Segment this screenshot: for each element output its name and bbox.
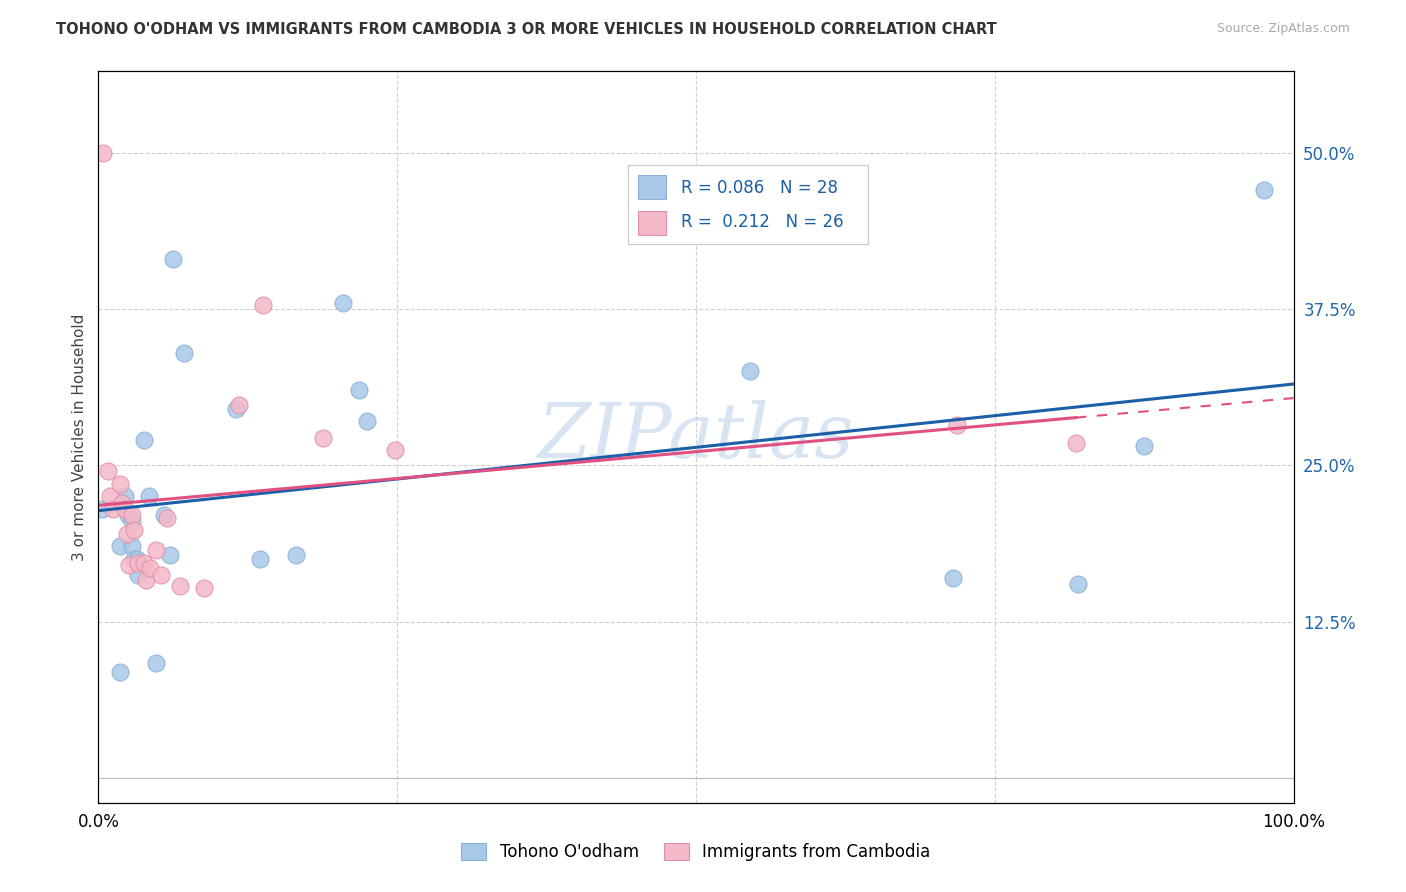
Point xyxy=(139,560,162,574)
Point xyxy=(114,490,136,504)
Point xyxy=(124,552,146,566)
Point xyxy=(127,568,149,582)
Point xyxy=(169,580,191,594)
Point xyxy=(347,383,370,397)
Point xyxy=(1253,183,1275,197)
Point xyxy=(98,490,122,504)
Point xyxy=(127,556,149,570)
Point xyxy=(356,414,378,428)
Text: Source: ZipAtlas.com: Source: ZipAtlas.com xyxy=(1216,22,1350,36)
Point xyxy=(108,665,131,679)
Point xyxy=(225,401,247,416)
Point xyxy=(91,145,114,160)
Point xyxy=(115,527,138,541)
Point xyxy=(108,477,131,491)
Point xyxy=(1064,435,1087,450)
Point xyxy=(145,543,167,558)
Point xyxy=(118,558,141,573)
Point xyxy=(111,496,134,510)
Point xyxy=(135,573,157,587)
Point xyxy=(121,508,143,523)
Point xyxy=(332,295,354,310)
Point xyxy=(193,581,215,595)
Point xyxy=(138,490,160,504)
Point xyxy=(108,540,131,554)
Point xyxy=(121,540,143,554)
Point xyxy=(132,434,155,448)
Point xyxy=(159,548,181,562)
Point xyxy=(145,656,167,670)
Point xyxy=(249,552,271,566)
Text: R =  0.212   N = 26: R = 0.212 N = 26 xyxy=(681,213,844,231)
Point xyxy=(124,523,146,537)
Point xyxy=(252,298,274,312)
Point xyxy=(228,398,250,412)
Point xyxy=(942,571,965,585)
Text: TOHONO O'ODHAM VS IMMIGRANTS FROM CAMBODIA 3 OR MORE VEHICLES IN HOUSEHOLD CORRE: TOHONO O'ODHAM VS IMMIGRANTS FROM CAMBOD… xyxy=(56,22,997,37)
Point xyxy=(97,465,120,479)
Point xyxy=(155,510,177,524)
Point xyxy=(121,515,143,529)
Point xyxy=(738,364,761,378)
Point xyxy=(91,502,114,516)
FancyBboxPatch shape xyxy=(637,211,666,235)
Point xyxy=(132,556,155,570)
Point xyxy=(162,252,184,266)
Point xyxy=(1067,577,1090,591)
Text: R = 0.086   N = 28: R = 0.086 N = 28 xyxy=(681,178,838,196)
Point xyxy=(284,548,307,562)
Point xyxy=(114,502,136,516)
FancyBboxPatch shape xyxy=(637,175,666,199)
Legend: Tohono O'odham, Immigrants from Cambodia: Tohono O'odham, Immigrants from Cambodia xyxy=(454,836,938,868)
Point xyxy=(1133,440,1156,454)
Point xyxy=(384,443,406,458)
Text: ZIPatlas: ZIPatlas xyxy=(537,401,855,474)
Point xyxy=(125,552,148,566)
Point xyxy=(117,508,139,523)
Point xyxy=(149,568,172,582)
Point xyxy=(153,508,176,523)
Point xyxy=(312,431,335,445)
Point xyxy=(101,502,124,516)
Y-axis label: 3 or more Vehicles in Household: 3 or more Vehicles in Household xyxy=(72,313,87,561)
Point xyxy=(173,345,195,359)
Point xyxy=(945,418,967,433)
